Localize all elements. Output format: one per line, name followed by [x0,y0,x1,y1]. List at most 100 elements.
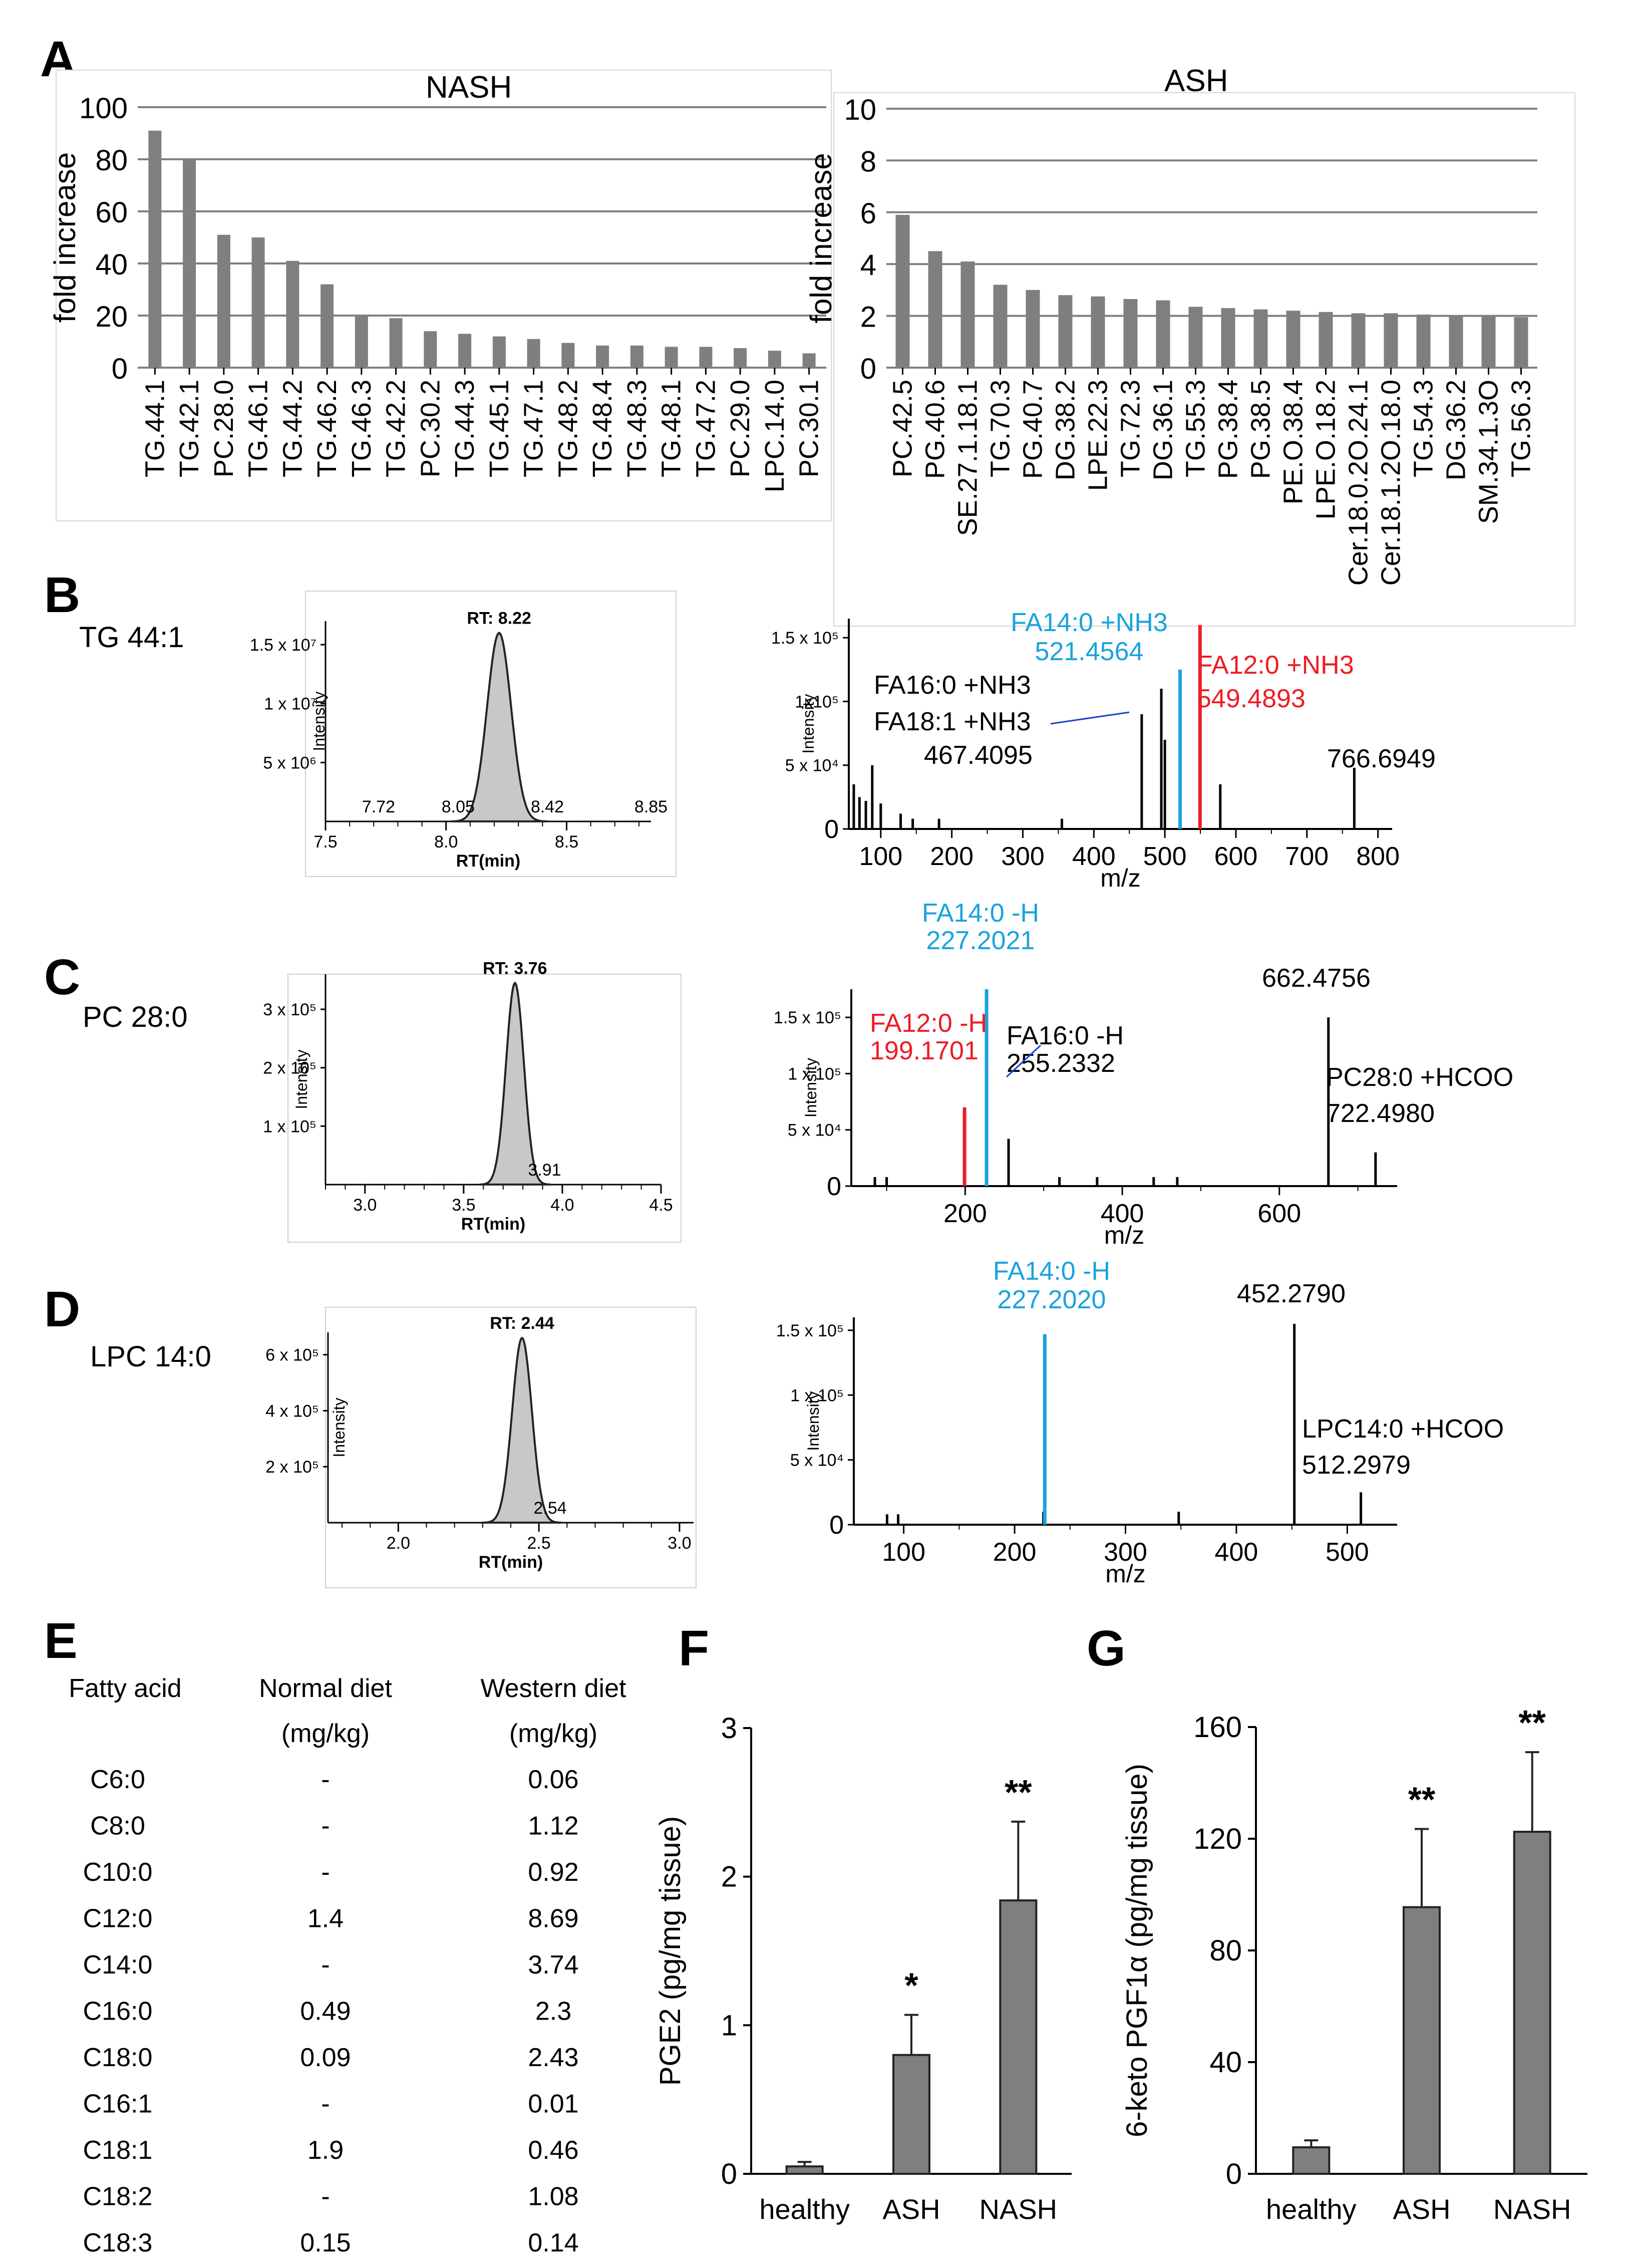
x-axis-label: RT(min) [479,1553,543,1572]
y-axis-label: Intensity [330,1397,348,1457]
minor-peak-label: 2.54 [534,1499,567,1518]
x-tick-label-LPE.O.18.2: LPE.O.18.2 [1311,380,1341,519]
chart-title: NASH [426,70,512,105]
x-tick-label-TG.47.2: TG.47.2 [691,380,721,477]
table-cell: 1.9 [307,2136,344,2165]
x-tick-label-TG.46.2: TG.46.2 [312,380,342,477]
y-tick-label: 10 [844,94,876,126]
x-tick-label: 7.5 [313,832,337,852]
x-tick-label: 4.5 [649,1196,673,1215]
peak-annotation: LPC14:0 +HCOO [1302,1414,1504,1444]
y-tick-label: 0 [824,815,839,844]
table-cell: 2.3 [535,1997,571,2026]
x-tick-label-TG.48.2: TG.48.2 [553,380,583,477]
x-tick-label-TG.47.1: TG.47.1 [519,380,549,477]
x-tick-label-PG.38.4: PG.38.4 [1213,380,1243,479]
x-tick-label: 2.0 [387,1534,410,1553]
peak-annotation: 255.2332 [1007,1049,1115,1078]
y-tick-label: 6 x 10⁵ [265,1346,319,1365]
y-tick-label: 40 [1209,2046,1242,2079]
y-tick-label: 1x10⁵ [795,692,839,711]
y-tick-label: 4 x 10⁵ [265,1401,319,1421]
y-tick-label: 5 x 10⁴ [790,1451,844,1470]
x-tick-label-TG.46.3: TG.46.3 [347,380,377,477]
x-tick-label-PG.40.7: PG.40.7 [1018,380,1048,479]
y-tick-label: 2 x 10⁵ [263,1059,316,1078]
x-tick-label: 800 [1356,842,1400,871]
y-tick-label: 3 [721,1712,737,1745]
bar-LPC.14.0 [768,351,781,368]
table-cell: - [321,1950,330,1979]
y-tick-label: 0 [1226,2158,1242,2190]
x-tick-label-TG.46.1: TG.46.1 [243,380,273,477]
peak-annotation: 452.2790 [1237,1279,1346,1308]
x-tick-label: 3.5 [452,1196,475,1215]
x-tick-label: 200 [943,1199,987,1228]
peak-annotation: 199.1701 [870,1036,979,1065]
x-tick-label-TG.48.3: TG.48.3 [622,380,652,477]
y-tick-label: 40 [95,248,128,281]
y-tick-label: 1 x 10⁷ [264,695,316,714]
x-tick-label-DG.38.2: DG.38.2 [1051,380,1081,480]
x-axis-label: RT(min) [461,1215,525,1234]
y-tick-label: 1.5 x 10⁵ [771,629,839,648]
panel-letter-C: C [44,949,80,1005]
x-tick-label-PC.29.0: PC.29.0 [725,380,755,477]
x-axis-label: m/z [1105,1560,1146,1588]
retention-time-label: RT: 3.76 [483,959,547,978]
x-tick-label-PC.42.5: PC.42.5 [888,380,918,477]
significance-marker: ** [1005,1773,1032,1812]
y-axis-label: Intensity [802,1058,820,1117]
x-tick-label: 100 [859,842,902,871]
table-cell: - [321,1858,330,1887]
x-tick-label-PC.28.0: PC.28.0 [209,380,239,477]
x-tick-label: 300 [1104,1538,1147,1567]
bar-NASH [1513,1831,1551,2175]
x-tick-label-DG.36.1: DG.36.1 [1148,380,1178,480]
x-tick-label-Cer.18.0.2O.24.1: Cer.18.0.2O.24.1 [1344,380,1374,586]
x-tick-label-TG.44.3: TG.44.3 [450,380,480,477]
peak-annotation: 467.4095 [924,741,1033,770]
y-axis-label: Intensity [799,694,817,753]
x-tick-label-PC.30.2: PC.30.2 [415,380,445,477]
bar-TG.42.2 [389,318,403,368]
y-tick-label: 5 x 10⁴ [785,756,839,775]
bar-TG.48.1 [665,347,678,368]
bar-ASH [892,2054,930,2175]
table-row-label: C8:0 [90,1812,145,1841]
bar-PE.O.38.4 [1286,311,1300,368]
bar-TG.72.3 [1123,299,1138,368]
x-tick-label: 400 [1101,1199,1144,1228]
bar-DG.36.2 [1449,316,1463,368]
bar-TG.70.3 [993,285,1008,368]
chromatogram-peak [482,1336,562,1524]
bar-SE.27.1.18.1 [960,261,975,368]
x-tick-label-PC.30.1: PC.30.1 [794,380,824,477]
y-tick-label: 2 [860,301,876,334]
table-cell: - [321,1812,330,1841]
peak-annotation: 227.2021 [926,926,1035,955]
y-tick-label: 2 x 10⁵ [265,1458,319,1477]
peak-annotation: FA12:0 -H [870,1009,987,1038]
x-tick-label-TG.44.1: TG.44.1 [140,380,170,477]
table-cell: - [321,2090,330,2119]
y-axis-label: Intensity [292,1049,310,1109]
table-row-label: C16:0 [83,1997,153,2026]
x-axis-label: m/z [1104,1221,1145,1249]
table-row-label: C18:3 [83,2228,153,2257]
x-tick-label: 600 [1257,1199,1301,1228]
x-tick-label-SM.34.1.3O: SM.34.1.3O [1474,380,1504,524]
y-tick-label: 2 [721,1861,737,1893]
table-subheader: (mg/kg) [281,1719,370,1748]
x-tick-label-TG.70.3: TG.70.3 [986,380,1016,477]
panel-letter-F: F [679,1620,709,1676]
bar-LPE.O.18.2 [1319,312,1333,368]
y-tick-label: 6 [860,197,876,230]
table-subheader: (mg/kg) [509,1719,597,1748]
peak-annotation: FA18:1 +NH3 [874,707,1031,736]
peak-annotation: 662.4756 [1262,964,1371,993]
y-tick-label: 1 x 10⁵ [263,1117,316,1136]
panel-letter-G: G [1087,1620,1126,1676]
table-header: Normal diet [259,1674,392,1703]
minor-peak-label: 8.42 [531,797,564,816]
